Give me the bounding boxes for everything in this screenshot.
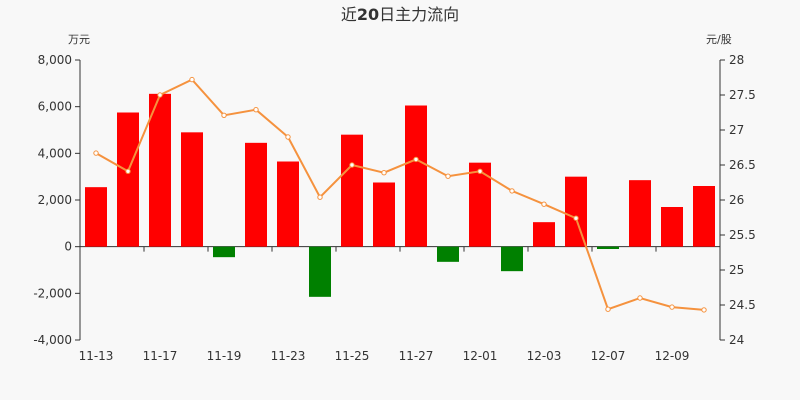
flow-bar	[245, 142, 267, 247]
price-point	[605, 306, 611, 312]
flow-bar	[277, 161, 299, 247]
flow-bar	[149, 93, 171, 247]
price-point	[253, 107, 259, 113]
left-axis-tick-label: 2,000	[38, 193, 72, 207]
left-y-axis: -4,000 -2,000 0 2,000 4,000 6,000 8,000	[33, 53, 81, 347]
flow-bar	[693, 186, 715, 247]
price-point	[381, 170, 387, 176]
price-point	[157, 92, 163, 98]
left-axis-unit: 万元	[68, 33, 90, 46]
chart-title: 近20日主力流向	[341, 5, 459, 24]
right-axis-tick-label: 25	[729, 263, 744, 277]
price-point	[509, 188, 515, 194]
left-axis-tick-label: 4,000	[38, 146, 72, 160]
x-axis-tick-label: 12-07	[591, 349, 626, 363]
price-line-series	[93, 76, 707, 313]
flow-bar	[469, 162, 491, 247]
right-axis-tick-label: 25.5	[729, 228, 756, 242]
x-axis-tick-label: 11-19	[207, 349, 242, 363]
price-point	[125, 168, 131, 175]
price-point	[93, 150, 99, 156]
x-axis-tick-label: 12-03	[527, 349, 562, 363]
x-axis-tick-label: 11-17	[143, 349, 178, 363]
x-axis-tick-label: 11-27	[399, 349, 434, 363]
flow-bar	[213, 246, 235, 258]
flow-bar	[309, 246, 331, 297]
flow-bar	[117, 112, 139, 247]
right-axis-tick-label: 28	[729, 53, 744, 67]
flow-bar	[181, 132, 203, 247]
price-point	[221, 112, 227, 119]
right-axis-tick-label: 26	[729, 193, 744, 207]
price-point	[445, 173, 451, 179]
x-axis-tick-label: 11-13	[79, 349, 114, 363]
right-axis-unit: 元/股	[706, 33, 732, 46]
x-axis: 11-13 11-17 11-19 11-23 11-25 11-27 12-01 12-03…	[79, 246, 720, 363]
right-axis-tick-label: 27	[729, 123, 744, 137]
flow-bar	[565, 176, 587, 247]
flow-bar	[533, 222, 555, 247]
price-point	[477, 168, 483, 175]
price-point	[189, 76, 195, 83]
right-axis-tick-label: 24.5	[729, 298, 756, 312]
price-point	[349, 162, 355, 168]
price-point	[701, 307, 707, 313]
right-axis-tick-label: 26.5	[729, 158, 756, 172]
x-axis-tick-label: 11-23	[271, 349, 306, 363]
left-axis-tick-label: 6,000	[38, 100, 72, 114]
right-axis-tick-label: 27.5	[729, 88, 756, 102]
flow-bar	[629, 180, 651, 247]
flow-bar	[405, 105, 427, 247]
x-axis-tick-label: 12-09	[655, 349, 690, 363]
right-axis-tick-label: 24	[729, 333, 744, 347]
flow-bar	[341, 134, 363, 247]
flow-bar	[661, 207, 683, 247]
flow-bar	[437, 246, 459, 262]
flow-bar	[501, 246, 523, 272]
price-point	[285, 134, 291, 140]
right-y-axis: 24 24.5 25 25.5 26 26.5 27 27.5 28	[719, 53, 756, 347]
price-point	[541, 201, 547, 207]
flow-bar	[85, 187, 107, 247]
price-point	[637, 295, 643, 301]
x-axis-tick-label: 12-01	[463, 349, 498, 363]
bar-series	[85, 93, 715, 297]
left-axis-tick-label: 0	[64, 240, 72, 254]
price-point	[573, 215, 579, 221]
left-axis-tick-label: 8,000	[38, 53, 72, 67]
price-line	[95, 78, 705, 311]
flow-bar	[597, 246, 619, 249]
price-point	[317, 194, 323, 200]
price-point	[413, 156, 419, 163]
x-axis-tick-label: 11-25	[335, 349, 370, 363]
left-axis-tick-label: -2,000	[33, 286, 72, 300]
left-axis-tick-label: -4,000	[33, 333, 72, 347]
price-point	[669, 304, 675, 310]
flow-bar	[373, 182, 395, 247]
